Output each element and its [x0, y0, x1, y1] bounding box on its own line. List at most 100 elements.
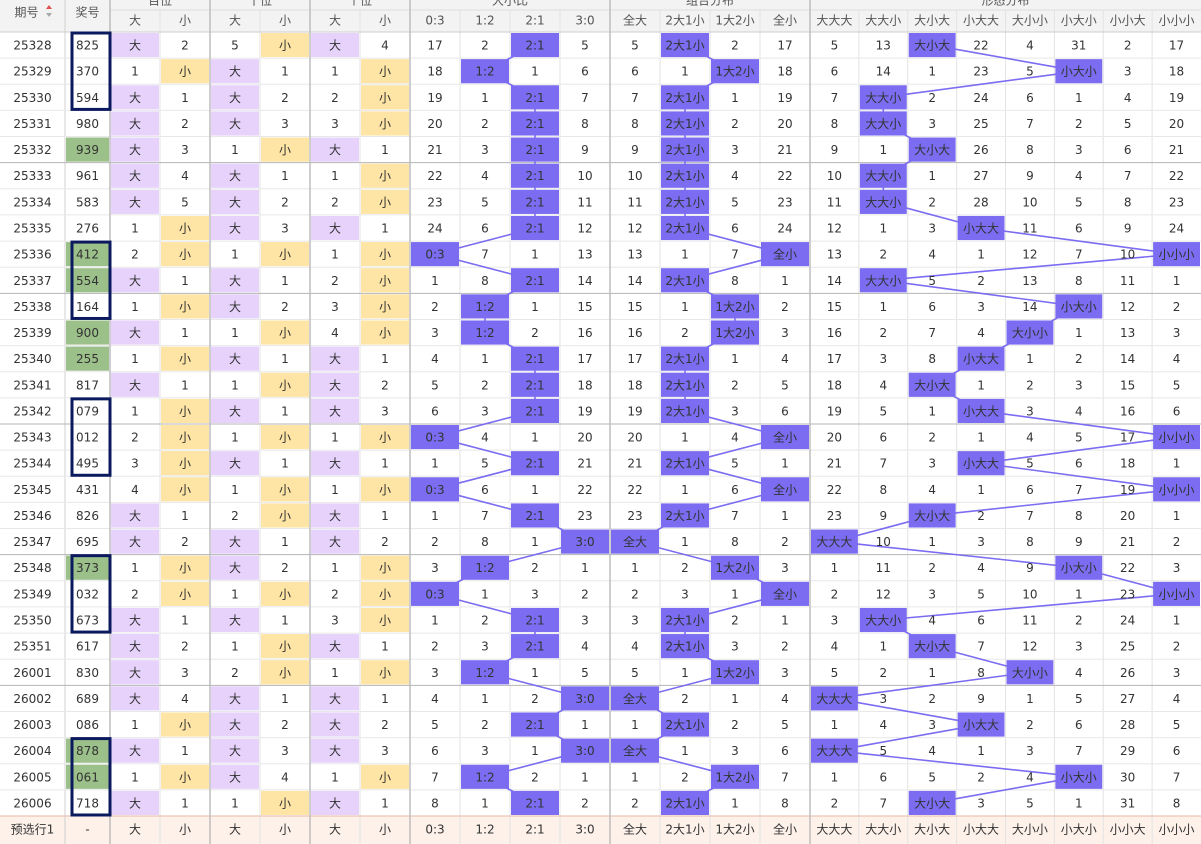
issue-cell: 25347: [13, 535, 51, 549]
hit-cell: [611, 686, 659, 711]
value-cell: 7: [831, 91, 839, 105]
value-cell: 1: [977, 248, 985, 262]
value-cell: 1大2小: [715, 561, 754, 575]
big-cell: [311, 686, 359, 711]
selection-box: [70, 31, 112, 111]
value-cell: 2: [481, 39, 489, 53]
trend-line: [883, 70, 1079, 99]
value-cell: 13: [577, 248, 592, 262]
value-cell: 4: [1026, 431, 1034, 445]
hit-cell: [1055, 555, 1103, 580]
value-cell: 9: [879, 509, 887, 523]
value-cell: 1:2: [475, 770, 494, 784]
value-cell: 2: [531, 561, 539, 575]
value-cell: 8: [481, 274, 489, 288]
value-cell: 2: [531, 770, 539, 784]
value-cell: 1: [331, 483, 339, 497]
footer-label: 大小大: [914, 823, 950, 837]
sub-header: 2:1: [525, 14, 544, 28]
value-cell: 1: [531, 65, 539, 79]
value-cell: 1大2小: [715, 65, 754, 79]
value-cell: 大小大: [914, 39, 950, 53]
issue-cell: 25344: [13, 457, 51, 471]
value-cell: 1: [681, 248, 689, 262]
big-cell: [211, 189, 259, 214]
value-cell: 7: [977, 640, 985, 654]
value-cell: 1: [481, 796, 489, 810]
value-cell: 2大1小: [665, 796, 704, 810]
hit-cell: [908, 372, 956, 397]
number-cell: 412: [76, 248, 99, 262]
value-cell: 小: [179, 561, 191, 575]
value-cell: 3:0: [575, 692, 594, 706]
hit-cell: [511, 85, 559, 110]
hit-cell: [908, 503, 956, 528]
footer-label: 小: [279, 823, 291, 837]
value-cell: 4: [581, 640, 589, 654]
cell-layer: 期号 奖号百位大大小小十位大大小小个位大大小小大小比0:30:31:21:22:1…: [11, 0, 1200, 844]
value-cell: 30: [1120, 770, 1135, 784]
trend-line: [932, 44, 1079, 72]
value-cell: 10: [1022, 587, 1037, 601]
hit-cell: [811, 738, 858, 763]
value-cell: 大: [229, 91, 241, 105]
hit-cell: [1153, 242, 1200, 267]
footer-label: 1:2: [475, 823, 494, 837]
value-cell: 1: [331, 169, 339, 183]
value-cell: 17: [577, 352, 592, 366]
value-cell: 3: [1173, 561, 1181, 575]
value-cell: 4: [831, 640, 839, 654]
value-cell: 1: [681, 483, 689, 497]
number-cell: 583: [76, 195, 99, 209]
value-cell: 1: [231, 248, 239, 262]
value-cell: 9: [631, 143, 639, 157]
issue-cell: 25335: [13, 222, 51, 236]
number-cell: 276: [76, 222, 99, 236]
value-cell: 20: [1120, 509, 1135, 523]
hit-cell: [908, 634, 956, 659]
small-cell: [261, 634, 309, 659]
value-cell: 18: [777, 65, 792, 79]
hit-cell: [661, 33, 709, 58]
value-cell: 小: [179, 300, 191, 314]
value-cell: 5: [181, 195, 189, 209]
hit-cell: [661, 346, 709, 371]
big-cell: [111, 189, 159, 214]
value-cell: 1: [481, 91, 489, 105]
value-cell: 1: [531, 666, 539, 680]
value-cell: 2: [481, 378, 489, 392]
big-cell: [311, 634, 359, 659]
footer-label: 2:1: [525, 823, 544, 837]
value-cell: 1: [531, 535, 539, 549]
hit-cell: [711, 320, 759, 345]
value-cell: 8: [781, 796, 789, 810]
value-cell: 大大大: [816, 692, 852, 706]
value-cell: 3: [1026, 744, 1034, 758]
value-cell: 15: [827, 300, 842, 314]
value-cell: 大: [329, 692, 341, 706]
hit-cell: [411, 477, 459, 502]
value-cell: 1: [531, 300, 539, 314]
hit-cell: [661, 137, 709, 162]
value-cell: 小大大: [963, 718, 999, 732]
issue-cell: 25348: [13, 561, 51, 575]
big-cell: [211, 85, 259, 110]
issue-cell: 26004: [13, 744, 51, 758]
value-cell: 27: [973, 169, 988, 183]
value-cell: 7: [481, 248, 489, 262]
value-cell: 大: [329, 744, 341, 758]
value-cell: 2大1小: [665, 457, 704, 471]
big-cell: [311, 215, 359, 241]
value-cell: 13: [876, 39, 891, 53]
sub-header: 大小小: [1012, 14, 1048, 28]
hit-cell: [661, 634, 709, 659]
big-cell: [111, 790, 159, 815]
value-cell: 1: [131, 222, 139, 236]
hit-cell: [859, 189, 907, 214]
value-cell: 大大小: [865, 169, 901, 183]
value-cell: 1: [681, 744, 689, 758]
value-cell: 3: [781, 561, 789, 575]
value-cell: 3: [1173, 326, 1181, 340]
issue-cell: 25339: [13, 326, 51, 340]
